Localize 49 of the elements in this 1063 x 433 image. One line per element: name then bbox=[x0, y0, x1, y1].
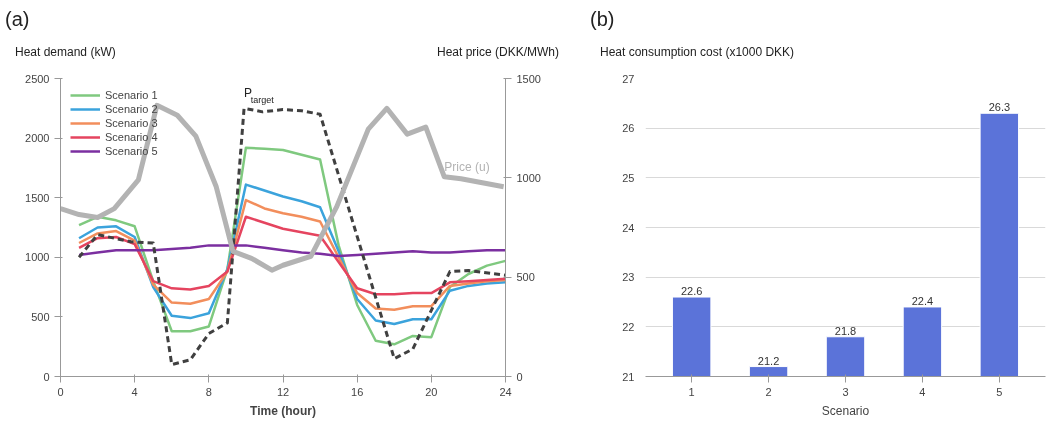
x-axis-title: Scenario bbox=[821, 403, 870, 418]
data-label: 22.4 bbox=[911, 294, 934, 307]
x-tick-label: 20 bbox=[425, 385, 438, 398]
y-tick-label: 1000 bbox=[25, 251, 50, 263]
x-tick-label: 5 bbox=[996, 385, 1003, 398]
y2-axis-title: Heat price (DKK/MWh) bbox=[436, 43, 559, 61]
y-tick-label: 25 bbox=[622, 171, 635, 184]
y-tick-label: 23 bbox=[622, 270, 635, 283]
x-axis-title: Time (hour) bbox=[250, 403, 316, 418]
y2-tick-label: 0 bbox=[516, 370, 523, 383]
legend-label: Scenario 2 bbox=[105, 101, 158, 116]
chart-title: (a) bbox=[5, 7, 30, 32]
data-label: 21.8 bbox=[834, 324, 857, 337]
data-label: 22.6 bbox=[680, 284, 703, 297]
data-label: 21.2 bbox=[757, 354, 780, 367]
y-axis-title: Heat consumption cost (x1000 DKK) bbox=[600, 43, 795, 61]
y-tick-label: 0 bbox=[43, 370, 50, 383]
y2-tick-label: 500 bbox=[516, 270, 535, 283]
x-tick-label: 0 bbox=[57, 385, 64, 398]
x-tick-label: 3 bbox=[842, 385, 849, 398]
y-axis-title: Heat demand (kW) bbox=[15, 43, 116, 61]
y-tick-label: 21 bbox=[622, 370, 635, 383]
legend-label: Scenario 5 bbox=[105, 143, 158, 158]
legend-label: Scenario 4 bbox=[105, 129, 158, 144]
y-tick-label: 2500 bbox=[25, 72, 50, 85]
line-series bbox=[77, 215, 506, 296]
y2-tick-label: 1500 bbox=[516, 72, 541, 85]
y-tick-label: 24 bbox=[622, 221, 635, 234]
chart-title: (b) bbox=[590, 7, 615, 32]
y-tick-label: 27 bbox=[622, 72, 635, 85]
y-tick-label: 2000 bbox=[25, 131, 50, 144]
y-tick-label: 1500 bbox=[25, 191, 50, 204]
x-tick-label: 4 bbox=[131, 385, 138, 398]
y-tick-label: 22 bbox=[622, 320, 635, 333]
x-tick-label: 12 bbox=[276, 385, 290, 398]
series-label: Price (u) bbox=[444, 159, 490, 174]
y-tick-label: 26 bbox=[622, 121, 635, 134]
x-tick-label: 16 bbox=[351, 385, 364, 398]
legend-label: Scenario 3 bbox=[105, 115, 158, 130]
data-label: 26.3 bbox=[988, 100, 1011, 113]
x-tick-label: 8 bbox=[205, 385, 212, 398]
line-series bbox=[77, 106, 506, 366]
x-tick-label: 1 bbox=[688, 385, 695, 398]
y-tick-label: 500 bbox=[31, 310, 50, 323]
legend-label: Scenario 1 bbox=[105, 87, 158, 102]
x-tick-label: 24 bbox=[499, 385, 512, 398]
x-tick-label: 2 bbox=[765, 385, 772, 398]
y2-tick-label: 1000 bbox=[516, 171, 541, 184]
x-tick-label: 4 bbox=[919, 385, 926, 398]
